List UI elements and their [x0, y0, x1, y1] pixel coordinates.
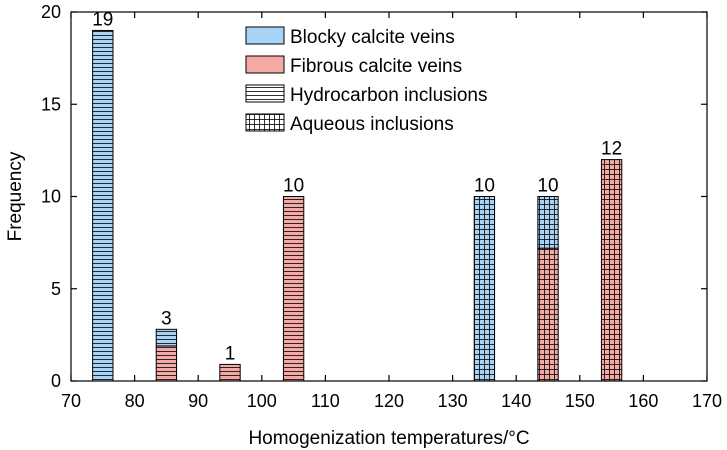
bar-segment-hatch	[601, 159, 622, 381]
bar-155: 12	[600, 139, 623, 382]
bar-75: 19	[92, 9, 114, 382]
bar-segment-outline	[537, 196, 559, 249]
bar-segment-hatch	[537, 196, 559, 249]
x-tick-label: 80	[125, 391, 145, 411]
bar-segment-hatch	[537, 248, 559, 381]
bar-85: 3	[155, 308, 178, 382]
y-tick-label: 5	[51, 279, 61, 299]
bar-segment-hatch	[156, 329, 177, 346]
bar-segment-hatch	[283, 196, 304, 381]
x-tick-label: 170	[692, 391, 722, 411]
legend-swatch	[245, 84, 285, 103]
x-tick-label: 140	[501, 391, 531, 411]
bar-segment-hatch	[92, 30, 113, 381]
bar-value-label: 12	[601, 139, 622, 160]
legend-item: Aqueous inclusions	[245, 113, 454, 135]
x-tick-label: 70	[61, 391, 81, 411]
x-tick-label: 130	[438, 391, 468, 411]
x-tick-label: 100	[247, 391, 277, 411]
x-tick-label: 90	[188, 391, 208, 411]
y-axis-title: Frequency	[5, 151, 26, 241]
x-tick-label: 150	[565, 391, 595, 411]
bar-value-label: 19	[92, 9, 113, 30]
x-tick-label: 160	[628, 391, 658, 411]
bar-95: 1	[219, 343, 241, 382]
y-tick-label: 0	[51, 371, 61, 391]
bar-105: 10	[282, 176, 305, 382]
legend-label: Aqueous inclusions	[290, 114, 454, 135]
bar-value-label: 10	[537, 176, 558, 197]
legend-item: Blocky calcite veins	[245, 26, 455, 48]
legend-swatch	[245, 26, 285, 45]
bar-segment-hatch	[474, 196, 495, 381]
bar-segment-outline	[155, 328, 178, 347]
bar-value-label: 10	[474, 176, 495, 197]
bar-135: 10	[473, 176, 496, 382]
legend-label: Blocky calcite veins	[290, 27, 455, 48]
legend-label: Hydrocarbon inclusions	[290, 85, 488, 106]
y-tick-label: 10	[41, 187, 61, 207]
x-tick-label: 110	[311, 391, 340, 411]
legend-swatch	[245, 55, 285, 74]
bar-segment-hatch	[156, 345, 177, 381]
legend-label: Fibrous calcite veins	[290, 56, 462, 77]
legend-item: Hydrocarbon inclusions	[245, 84, 488, 106]
y-tick-label: 20	[41, 2, 61, 22]
bar-value-label: 3	[161, 308, 172, 329]
y-tick-label: 15	[41, 94, 61, 114]
x-tick-label: 120	[374, 391, 404, 411]
bar-value-label: 10	[283, 176, 304, 197]
x-axis-title: Homogenization temperatures/°C	[248, 428, 529, 449]
legend: Blocky calcite veins Fibrous calcite vein…	[245, 26, 488, 135]
legend-item: Fibrous calcite veins	[245, 55, 462, 77]
bar-segment-hatch	[219, 364, 241, 381]
legend-swatch	[245, 113, 285, 132]
bar-145: 10	[537, 176, 559, 382]
bar-value-label: 1	[225, 343, 236, 364]
axes-layer: 70 80 90 100 110 120 130 140 150 160 17005101520Ho…	[5, 2, 722, 449]
bars-layer: 19 3 1 10 10 10 12	[92, 9, 623, 382]
